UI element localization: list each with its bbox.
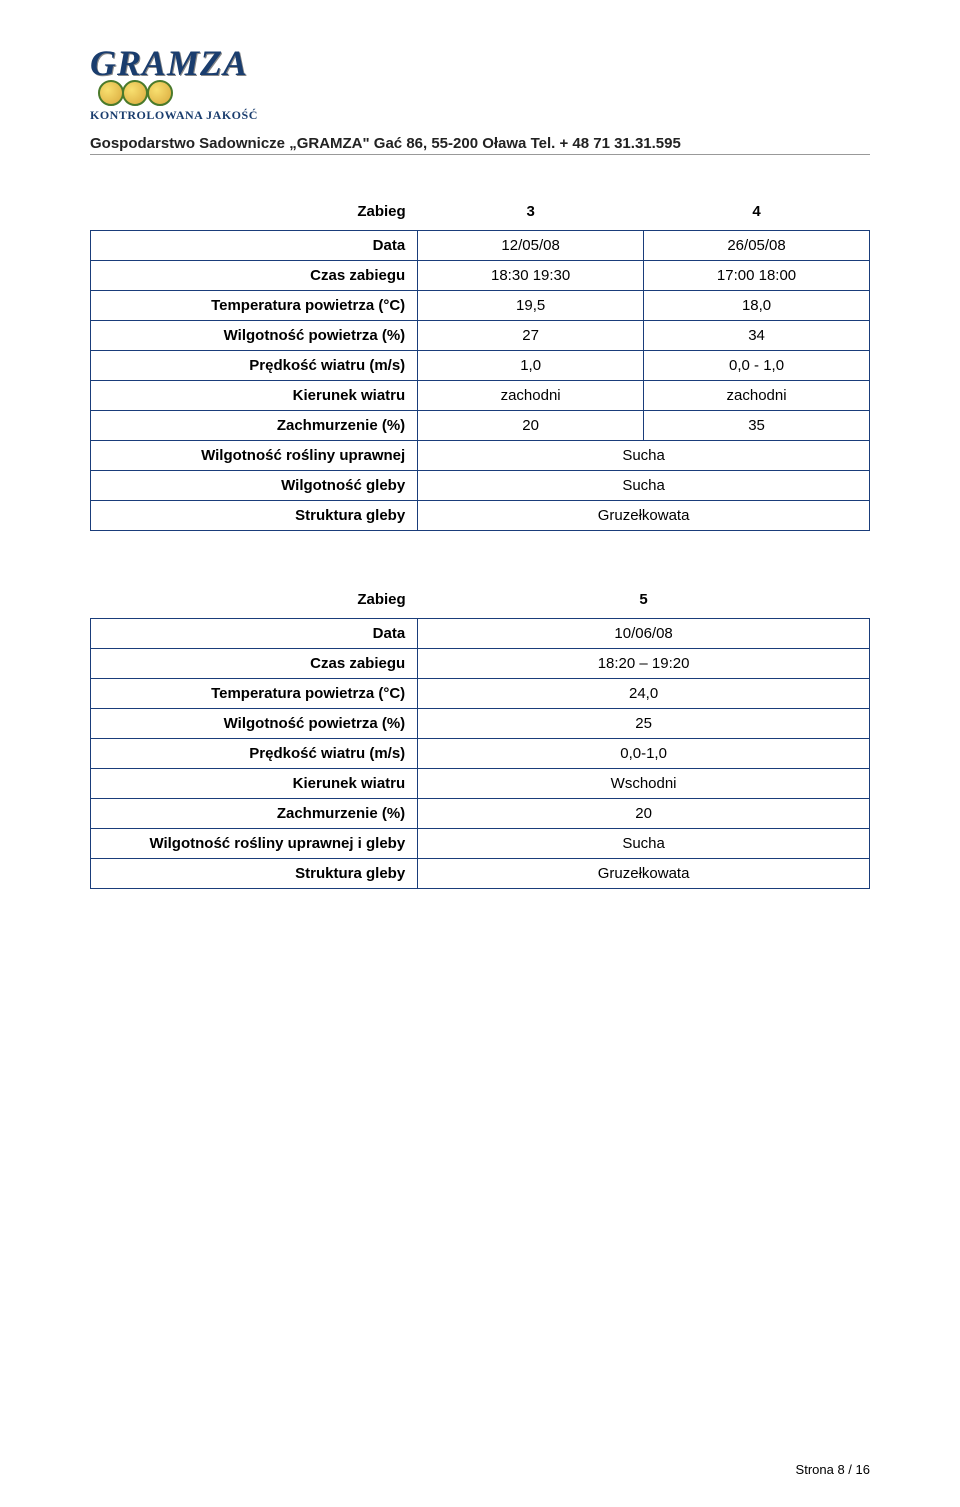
table-row: Zachmurzenie (%) 20 (91, 799, 870, 829)
cell-value: 35 (644, 411, 870, 441)
row-label: Struktura gleby (91, 501, 418, 531)
table-row: Zachmurzenie (%) 20 35 (91, 411, 870, 441)
cell-value: 26/05/08 (644, 231, 870, 261)
table-row: Kierunek wiatru Wschodni (91, 769, 870, 799)
table-row: Temperatura powietrza (°C) 24,0 (91, 679, 870, 709)
cell-value: Sucha (418, 441, 870, 471)
row-label: Wilgotność rośliny uprawnej (91, 441, 418, 471)
row-label: Wilgotność powietrza (%) (91, 709, 418, 739)
cell-value: 18:30 19:30 (418, 261, 644, 291)
table-row: Struktura gleby Gruzełkowata (91, 859, 870, 889)
document-page: GRAMZA KONTROLOWANA JAKOŚĆ Gospodarstwo … (0, 0, 960, 1507)
table-row: Data 10/06/08 (91, 619, 870, 649)
row-label: Data (91, 619, 418, 649)
cell-value: 24,0 (418, 679, 870, 709)
cell-value: 18:20 – 19:20 (418, 649, 870, 679)
company-logo: GRAMZA KONTROLOWANA JAKOŚĆ (90, 40, 280, 125)
cell-value: 20 (418, 799, 870, 829)
row-label: Kierunek wiatru (91, 769, 418, 799)
cell-value: 0,0-1,0 (418, 739, 870, 769)
treatment-table-2: Zabieg 5 Data 10/06/08 Czas zabiegu 18:2… (90, 581, 870, 889)
cell-value: zachodni (418, 381, 644, 411)
table-row: Wilgotność gleby Sucha (91, 471, 870, 501)
cell-value: Sucha (418, 471, 870, 501)
page-footer: Strona 8 / 16 (796, 1462, 870, 1477)
col-header-label: Zabieg (91, 581, 418, 619)
fruit-icon (98, 80, 124, 106)
row-label: Data (91, 231, 418, 261)
cell-value: 12/05/08 (418, 231, 644, 261)
table-row: Wilgotność rośliny uprawnej i gleby Such… (91, 829, 870, 859)
table-row: Wilgotność powietrza (%) 25 (91, 709, 870, 739)
row-label: Prędkość wiatru (m/s) (91, 739, 418, 769)
row-label: Temperatura powietrza (°C) (91, 679, 418, 709)
table-row: Czas zabiegu 18:30 19:30 17:00 18:00 (91, 261, 870, 291)
col-header-3: 3 (418, 193, 644, 231)
fruit-icon (147, 80, 173, 106)
cell-value: 1,0 (418, 351, 644, 381)
cell-value: 18,0 (644, 291, 870, 321)
table-row: Prędkość wiatru (m/s) 0,0-1,0 (91, 739, 870, 769)
logo-brand: GRAMZA (90, 42, 248, 84)
row-label: Prędkość wiatru (m/s) (91, 351, 418, 381)
table-row: Czas zabiegu 18:20 – 19:20 (91, 649, 870, 679)
cell-value: Wschodni (418, 769, 870, 799)
cell-value: 27 (418, 321, 644, 351)
cell-value: 17:00 18:00 (644, 261, 870, 291)
treatment-table-1: Zabieg 3 4 Data 12/05/08 26/05/08 Czas z… (90, 193, 870, 531)
cell-value: 0,0 - 1,0 (644, 351, 870, 381)
table-row: Kierunek wiatru zachodni zachodni (91, 381, 870, 411)
row-label: Czas zabiegu (91, 649, 418, 679)
logo-block: GRAMZA KONTROLOWANA JAKOŚĆ (90, 40, 870, 125)
table-row: Wilgotność rośliny uprawnej Sucha (91, 441, 870, 471)
fruit-icon (122, 80, 148, 106)
row-label: Wilgotność gleby (91, 471, 418, 501)
row-label: Temperatura powietrza (°C) (91, 291, 418, 321)
col-header-5: 5 (418, 581, 870, 619)
cell-value: 20 (418, 411, 644, 441)
cell-value: 34 (644, 321, 870, 351)
table-row: Data 12/05/08 26/05/08 (91, 231, 870, 261)
logo-fruit-icon (98, 80, 186, 108)
table-row: Temperatura powietrza (°C) 19,5 18,0 (91, 291, 870, 321)
cell-value: Gruzełkowata (418, 501, 870, 531)
row-label: Struktura gleby (91, 859, 418, 889)
col-header-label: Zabieg (91, 193, 418, 231)
document-header: Gospodarstwo Sadownicze „GRAMZA" Gać 86,… (90, 131, 870, 155)
row-label: Wilgotność powietrza (%) (91, 321, 418, 351)
cell-value: 19,5 (418, 291, 644, 321)
col-header-4: 4 (644, 193, 870, 231)
table-row: Wilgotność powietrza (%) 27 34 (91, 321, 870, 351)
table-row: Struktura gleby Gruzełkowata (91, 501, 870, 531)
row-label: Zachmurzenie (%) (91, 799, 418, 829)
logo-tagline: KONTROLOWANA JAKOŚĆ (90, 108, 258, 123)
table-row: Prędkość wiatru (m/s) 1,0 0,0 - 1,0 (91, 351, 870, 381)
cell-value: 10/06/08 (418, 619, 870, 649)
cell-value: 25 (418, 709, 870, 739)
row-label: Zachmurzenie (%) (91, 411, 418, 441)
table-row: Zabieg 3 4 (91, 193, 870, 231)
row-label: Wilgotność rośliny uprawnej i gleby (91, 829, 418, 859)
cell-value: Gruzełkowata (418, 859, 870, 889)
row-label: Czas zabiegu (91, 261, 418, 291)
table-row: Zabieg 5 (91, 581, 870, 619)
cell-value: zachodni (644, 381, 870, 411)
cell-value: Sucha (418, 829, 870, 859)
row-label: Kierunek wiatru (91, 381, 418, 411)
